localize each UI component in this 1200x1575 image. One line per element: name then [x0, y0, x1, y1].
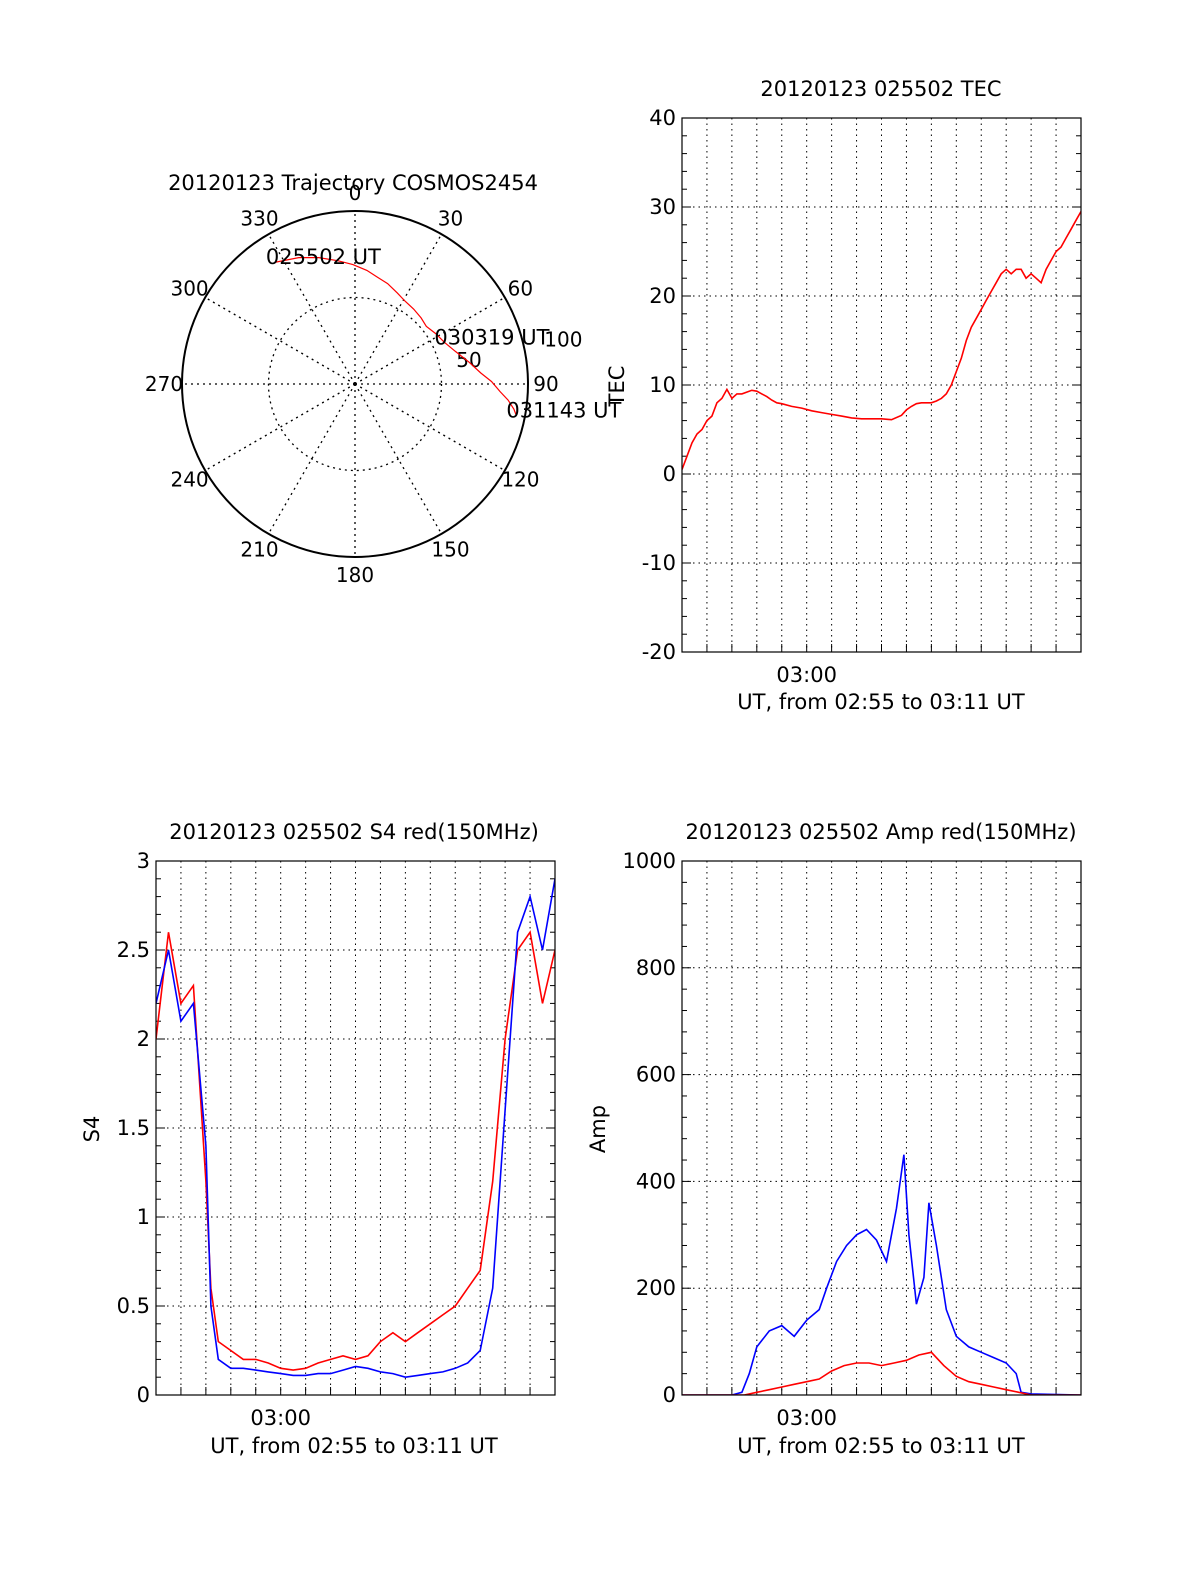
polar-title: 20120123 Trajectory COSMOS2454	[168, 171, 538, 195]
s4-frame	[155, 860, 556, 1396]
amp-xlabel: UT, from 02:55 to 03:11 UT	[737, 1434, 1025, 1458]
s4-ylabel: S4	[80, 1116, 104, 1143]
polar-radial-label: 100	[544, 328, 582, 352]
amp-xtick-label: 03:00	[776, 1406, 837, 1430]
polar-trajectory	[275, 257, 517, 416]
s4-ytick-label: 1	[137, 1205, 150, 1229]
s4-ytick-label: 0.5	[117, 1294, 150, 1318]
tec-grid	[682, 117, 1081, 653]
amp-tick-labels: 0 200 400 600 800 1000 03:00	[623, 849, 837, 1430]
amp-ytick-label: 200	[636, 1276, 676, 1300]
amp-ytick-label: 600	[636, 1063, 676, 1087]
polar-spoke-150	[354, 383, 443, 535]
tec-ytick-label: 30	[649, 195, 676, 219]
tec-xlabel: UT, from 02:55 to 03:11 UT	[737, 690, 1025, 714]
tec-series	[682, 211, 1081, 470]
polar-angle-label: 120	[501, 468, 539, 492]
s4-tick-labels: 0 0.5 1 1.5 2 2.5 3 03:00	[117, 849, 311, 1430]
s4-ytick-label: 2	[137, 1027, 150, 1051]
polar-angle-label: 270	[145, 372, 183, 396]
polar-ring-50	[267, 296, 443, 472]
s4-series	[156, 878, 555, 1379]
tec-ytick-label: 0	[663, 462, 676, 486]
s4-ytick-label: 3	[137, 849, 150, 873]
amp-ytick-label: 800	[636, 956, 676, 980]
polar-trajectory-line	[275, 257, 517, 416]
polar-spoke-300	[204, 296, 356, 385]
amp-title: 20120123 025502 Amp red(150MHz)	[685, 820, 1076, 844]
amp-frame	[681, 860, 1082, 1396]
tec-title: 20120123 025502 TEC	[760, 77, 1001, 101]
polar-time-label: 030319 UT	[434, 325, 549, 349]
tec-ytick-label: -10	[642, 551, 676, 575]
polar-outer-circle	[181, 210, 529, 558]
s4-series-line-1	[156, 878, 555, 1379]
amp-series-line-0	[682, 1154, 1081, 1395]
polar-spoke-240	[204, 383, 356, 472]
tec-ytick-label: 20	[649, 284, 676, 308]
s4-chart: 20120123 025502 S4 red(150MHz) UT, from …	[80, 820, 556, 1458]
polar-spoke-30	[354, 233, 443, 385]
amp-ytick-label: 1000	[623, 849, 676, 873]
tec-ytick-label: -20	[642, 640, 676, 664]
amp-ytick-label: 400	[636, 1169, 676, 1193]
s4-xtick-label: 03:00	[250, 1406, 311, 1430]
tec-ytick-label: 40	[649, 106, 676, 130]
amp-series-line-1	[682, 1351, 1081, 1395]
s4-title: 20120123 025502 S4 red(150MHz)	[169, 820, 539, 844]
polar-spoke-60	[354, 296, 506, 385]
polar-angle-label: 330	[240, 207, 278, 231]
polar-angle-label: 150	[431, 537, 469, 561]
polar-radial-label: 50	[456, 348, 481, 372]
amp-grid	[682, 860, 1081, 1396]
polar-angle-label: 30	[438, 207, 463, 231]
polar-angle-label: 300	[170, 277, 208, 301]
polar-angle-label: 60	[508, 277, 533, 301]
polar-spoke-330	[267, 233, 356, 385]
amp-chart: 20120123 025502 Amp red(150MHz) UT, from…	[586, 820, 1082, 1458]
polar-trajectory-chart: 20120123 Trajectory COSMOS2454 0 30 60 90 12…	[145, 171, 622, 587]
polar-point-labels: 025502 UT 030319 UT 031143 UT	[266, 245, 622, 422]
polar-spoke-210	[267, 383, 356, 535]
amp-series	[682, 1154, 1081, 1395]
tec-tick-labels: -20 -10 0 10 20 30 40 03:00	[642, 106, 837, 687]
polar-angle-label: 210	[240, 537, 278, 561]
polar-radial-labels: 50 100	[456, 328, 582, 372]
polar-angle-labels: 0 30 60 90 120 150 180 210 240 270 300 330	[145, 181, 559, 587]
s4-grid	[156, 860, 555, 1396]
polar-time-label: 025502 UT	[266, 245, 381, 269]
polar-time-label: 031143 UT	[506, 398, 621, 422]
amp-ytick-label: 0	[663, 1383, 676, 1407]
tec-xtick-label: 03:00	[776, 663, 837, 687]
tec-ytick-label: 10	[649, 373, 676, 397]
polar-angle-label: 240	[170, 468, 208, 492]
polar-angle-label: 90	[533, 372, 558, 396]
tec-series-line-0	[682, 211, 1081, 470]
polar-angle-label: 0	[349, 181, 362, 205]
s4-ytick-label: 1.5	[117, 1116, 150, 1140]
polar-angle-label: 180	[336, 563, 374, 587]
tec-ylabel: TEC	[605, 366, 629, 408]
s4-ytick-label: 2.5	[117, 938, 150, 962]
amp-ylabel: Amp	[586, 1105, 610, 1153]
s4-ytick-label: 0	[137, 1383, 150, 1407]
tec-chart: 20120123 025502 TEC UT, from 02:55 to 03…	[605, 77, 1082, 714]
polar-grid	[181, 210, 529, 558]
tec-frame	[681, 117, 1082, 653]
polar-spoke-120	[354, 383, 506, 472]
s4-xlabel: UT, from 02:55 to 03:11 UT	[210, 1434, 498, 1458]
s4-series-line-0	[156, 930, 555, 1371]
